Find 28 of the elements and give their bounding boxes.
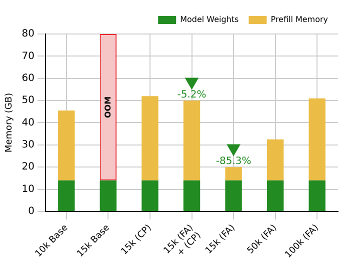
y-tick-label: 0 xyxy=(28,206,35,218)
bar xyxy=(266,139,284,180)
y-axis-title: Memory (GB) xyxy=(4,92,15,153)
bar xyxy=(225,167,242,180)
annotation: OOM xyxy=(103,96,112,118)
bar xyxy=(142,180,158,211)
y-tick-label: 40 xyxy=(22,117,35,128)
y-tick-label: 30 xyxy=(22,140,35,151)
bar xyxy=(225,180,242,211)
y-tick-label: 20 xyxy=(22,162,35,173)
annotation: -5.2% xyxy=(177,89,206,100)
bar xyxy=(58,110,75,180)
y-tick-label: 70 xyxy=(22,50,35,62)
bar xyxy=(308,98,326,180)
y-tick-label: 50 xyxy=(22,95,35,106)
bar xyxy=(58,180,75,211)
bar xyxy=(183,180,200,211)
bar xyxy=(183,100,200,180)
bar xyxy=(100,180,117,211)
legend-label: Model Weights xyxy=(180,15,239,24)
legend-label: Prefill Memory xyxy=(270,15,328,24)
annotation: -85.3% xyxy=(216,156,252,167)
bar xyxy=(308,180,326,211)
bar xyxy=(266,180,284,211)
bar xyxy=(142,96,158,180)
y-tick-label: 10 xyxy=(22,184,35,195)
y-tick-label: 60 xyxy=(22,72,35,84)
y-tick-label: 80 xyxy=(22,28,35,40)
